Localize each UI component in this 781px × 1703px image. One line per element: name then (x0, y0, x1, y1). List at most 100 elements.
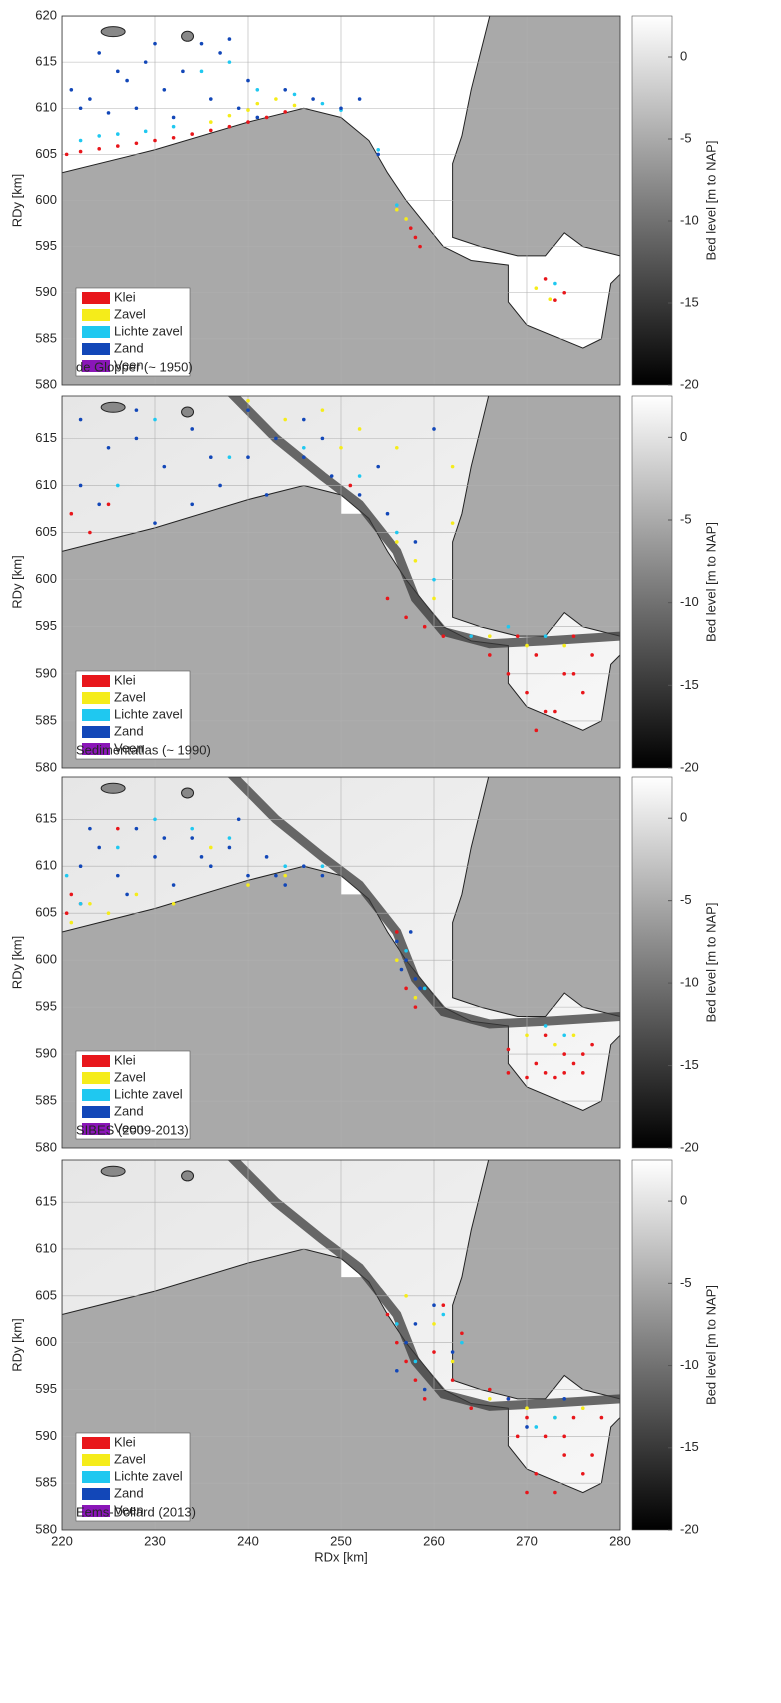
y-tick-label: 615 (35, 811, 57, 826)
sample-point (228, 846, 232, 850)
colorbar (632, 1160, 672, 1530)
sample-point (79, 418, 83, 422)
sample-point (358, 97, 362, 101)
sample-point (544, 277, 548, 281)
y-tick-label: 580 (35, 1139, 57, 1154)
sample-point (525, 1416, 529, 1420)
colorbar-tick-label: -5 (680, 892, 692, 907)
sample-point (451, 465, 455, 469)
y-tick-label: 585 (35, 1092, 57, 1107)
sample-point (107, 111, 111, 115)
sample-point (172, 902, 176, 906)
legend-label: Lichte zavel (114, 1468, 183, 1483)
sample-point (79, 484, 83, 488)
y-tick-label: 615 (35, 1194, 57, 1209)
sample-point (460, 1331, 464, 1335)
sample-point (70, 88, 74, 92)
legend-label: Klei (114, 672, 136, 687)
sample-point (432, 1350, 436, 1354)
sample-point (321, 437, 325, 441)
sample-point (228, 455, 232, 459)
sample-point (172, 883, 176, 887)
sample-point (190, 132, 194, 136)
legend-label: Lichte zavel (114, 706, 183, 721)
sample-point (153, 855, 157, 859)
sample-point (79, 106, 83, 110)
sample-point (581, 691, 585, 695)
island (182, 788, 194, 798)
y-tick-label: 585 (35, 712, 57, 727)
y-tick-label: 610 (35, 1240, 57, 1255)
sample-point (376, 153, 380, 157)
sample-point (135, 408, 139, 412)
y-tick-label: 620 (35, 7, 57, 22)
y-tick-label: 600 (35, 571, 57, 586)
sample-point (572, 1033, 576, 1037)
sample-point (525, 1491, 529, 1495)
sample-point (79, 902, 83, 906)
sample-point (163, 836, 167, 840)
sample-point (376, 148, 380, 152)
sample-point (469, 1406, 473, 1410)
sample-point (172, 136, 176, 140)
sample-point (163, 88, 167, 92)
sample-point (200, 855, 204, 859)
sample-point (525, 1076, 529, 1080)
sample-point (525, 691, 529, 695)
sample-point (228, 125, 232, 129)
sample-point (358, 474, 362, 478)
sample-point (432, 1322, 436, 1326)
sample-point (302, 455, 306, 459)
sample-point (395, 540, 399, 544)
sample-point (311, 97, 315, 101)
legend-swatch (82, 1106, 110, 1118)
sample-point (507, 672, 511, 676)
sample-point (79, 864, 83, 868)
colorbar-tick-label: 0 (680, 48, 687, 63)
island (182, 31, 194, 41)
legend-swatch (82, 675, 110, 687)
sample-point (553, 1076, 557, 1080)
sample-point (246, 883, 250, 887)
y-tick-label: 605 (35, 905, 57, 920)
sample-point (265, 855, 269, 859)
y-tick-label: 605 (35, 146, 57, 161)
sample-point (535, 1472, 539, 1476)
sample-point (404, 1294, 408, 1298)
sample-point (395, 1322, 399, 1326)
sample-point (237, 817, 241, 821)
sample-point (283, 883, 287, 887)
sample-point (507, 625, 511, 629)
sample-point (237, 106, 241, 110)
island (101, 402, 125, 412)
sample-point (516, 634, 520, 638)
legend-label: Zavel (114, 306, 146, 321)
sample-point (553, 298, 557, 302)
sample-point (507, 1397, 511, 1401)
sample-point (395, 1369, 399, 1373)
sample-point (400, 968, 404, 972)
sample-point (562, 1453, 566, 1457)
sample-point (283, 418, 287, 422)
legend-swatch (82, 309, 110, 321)
island (101, 783, 125, 793)
sample-point (414, 236, 418, 240)
sample-point (107, 503, 111, 507)
sample-point (507, 1048, 511, 1052)
sample-point (386, 597, 390, 601)
sample-point (414, 540, 418, 544)
sample-point (228, 114, 232, 118)
sample-point (302, 418, 306, 422)
y-tick-label: 595 (35, 618, 57, 633)
legend-label: Zand (114, 1103, 144, 1118)
sample-point (562, 1033, 566, 1037)
sample-point (209, 864, 213, 868)
sample-point (79, 139, 83, 143)
sample-point (414, 1360, 418, 1364)
island (101, 27, 125, 37)
sample-point (125, 893, 129, 897)
sample-point (562, 1397, 566, 1401)
sample-point (246, 408, 250, 412)
sample-point (562, 291, 566, 295)
sample-point (283, 110, 287, 114)
